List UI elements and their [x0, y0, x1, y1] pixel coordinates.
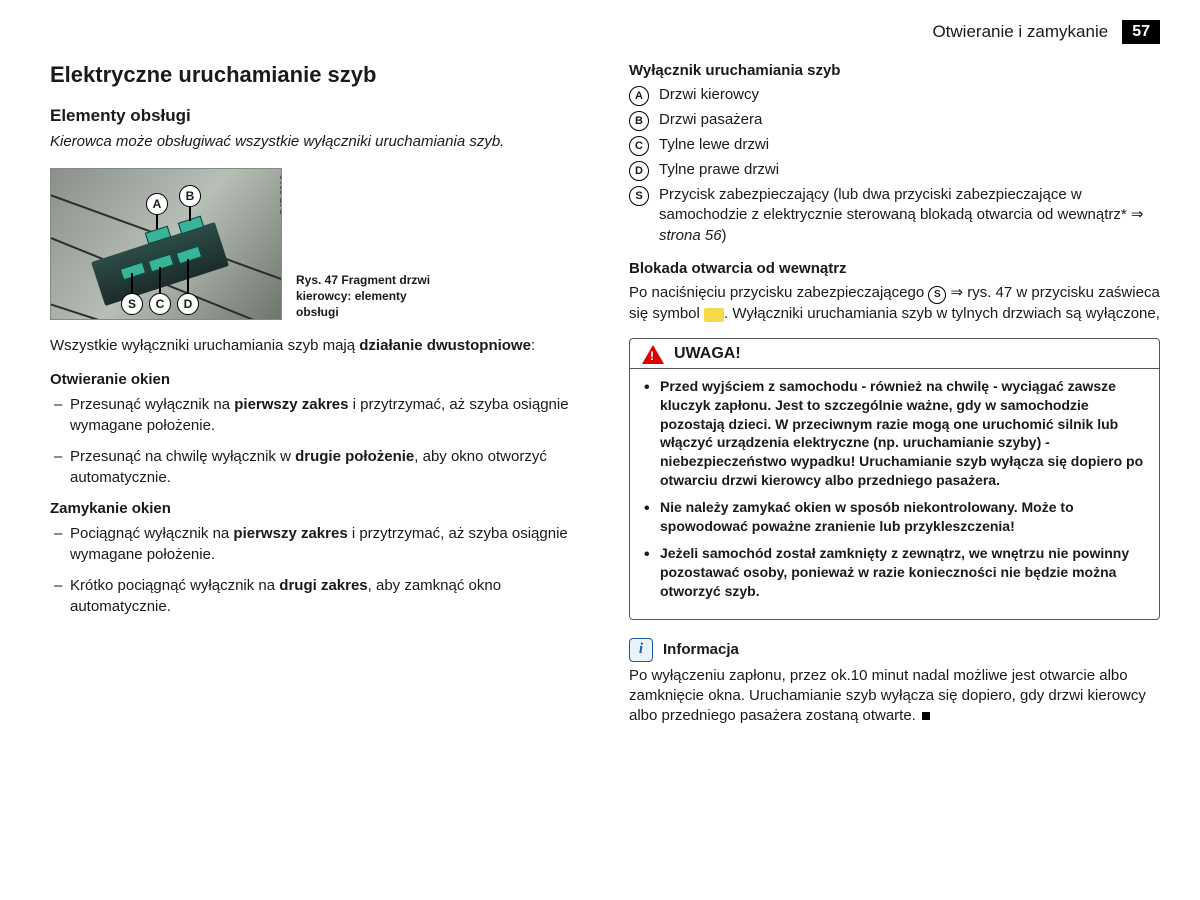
left-column: Elektryczne uruchamianie szyb Elementy o…	[50, 62, 581, 740]
switch-row: S Przycisk zabezpieczający (lub dwa przyc…	[629, 185, 1160, 246]
figure-label-b: B	[179, 185, 201, 207]
switch-row: C Tylne lewe drzwi	[629, 135, 1160, 156]
lock-text: Po naciśnięciu przycisku zabezpieczające…	[629, 283, 1160, 324]
text: Po wyłączeniu zapłonu, przez ok.10 minut…	[629, 667, 1146, 725]
heading-main: Elektryczne uruchamianie szyb	[50, 62, 581, 88]
figure-row: B4F-2012 A B S	[50, 168, 581, 320]
text: Wszystkie wyłączniki uruchamiania szyb m…	[50, 337, 359, 354]
switch-text: Przycisk zabezpieczający (lub dwa przyci…	[659, 185, 1160, 246]
callout-line	[131, 273, 133, 293]
text-bold: drugi zakres	[279, 577, 367, 594]
page: Otwieranie i zamykanie 57 Elektryczne ur…	[0, 0, 1200, 760]
indicator-icon	[704, 308, 724, 322]
text: Przycisk zabezpieczający (lub dwa przyci…	[659, 186, 1143, 223]
label-circle-icon: S	[629, 186, 649, 206]
heading-sub: Elementy obsługi	[50, 106, 581, 126]
list-item: Pociągnąć wyłącznik na pierwszy zakres i…	[54, 523, 581, 565]
warning-box: UWAGA! Przed wyjściem z samochodu - równ…	[629, 338, 1160, 620]
end-marker-icon	[922, 712, 930, 720]
figure-label-a: A	[146, 193, 168, 215]
switch-row: A Drzwi kierowcy	[629, 85, 1160, 106]
text: . Wyłączniki uruchamiania szyb w tylnych…	[724, 305, 1160, 322]
info-header: i Informacja	[629, 638, 1160, 662]
switch-text: Drzwi kierowcy	[659, 85, 1160, 105]
figure-code: B4F-2012	[279, 175, 282, 215]
label-circle-icon: A	[629, 86, 649, 106]
text: Krótko pociągnąć wyłącznik na	[70, 577, 279, 594]
intro-text: Kierowca może obsługiwać wszystkie wyłąc…	[50, 132, 581, 152]
warning-header: UWAGA!	[630, 339, 1159, 369]
list-item: Przesunąć wyłącznik na pierwszy zakres i…	[54, 394, 581, 436]
warning-item: Jeżeli samochód został zamknięty z zewną…	[644, 544, 1145, 601]
text-bold: pierwszy zakres	[234, 396, 348, 413]
section-title: Otwieranie i zamykanie	[932, 22, 1108, 42]
info-text: Po wyłączeniu zapłonu, przez ok.10 minut…	[629, 666, 1160, 727]
close-list: Pociągnąć wyłącznik na pierwszy zakres i…	[50, 523, 581, 617]
switch-row: B Drzwi pasażera	[629, 110, 1160, 131]
callout-line	[159, 267, 161, 293]
label-circle-icon: D	[629, 161, 649, 181]
list-item: Przesunąć na chwilę wyłącznik w drugie p…	[54, 446, 581, 488]
label-circle-icon: C	[629, 136, 649, 156]
figure-image: B4F-2012 A B S	[50, 168, 282, 320]
info-icon: i	[629, 638, 653, 662]
subheading-close: Zamykanie okien	[50, 500, 581, 517]
label-circle-icon: S	[928, 286, 946, 304]
text-bold: działanie dwustopniowe	[359, 337, 531, 354]
figure-caption: Rys. 47 Fragment drzwi kierowcy: element…	[296, 273, 436, 320]
text: Po naciśnięciu przycisku zabezpieczające…	[629, 284, 928, 301]
text: Pociągnąć wyłącznik na	[70, 525, 233, 542]
text: Przesunąć wyłącznik na	[70, 396, 234, 413]
callout-line	[187, 259, 189, 293]
warning-title: UWAGA!	[674, 345, 741, 363]
warning-body: Przed wyjściem z samochodu - również na …	[630, 369, 1159, 619]
info-title: Informacja	[663, 641, 739, 658]
switch-text: Tylne prawe drzwi	[659, 160, 1160, 180]
content-columns: Elektryczne uruchamianie szyb Elementy o…	[50, 62, 1160, 740]
subheading-open: Otwieranie okien	[50, 371, 581, 388]
figure-label-d: D	[177, 293, 199, 315]
list-item: Krótko pociągnąć wyłącznik na drugi zakr…	[54, 575, 581, 617]
body-text: Wszystkie wyłączniki uruchamiania szyb m…	[50, 336, 581, 356]
page-ref: strona 56	[659, 227, 722, 244]
warning-item: Przed wyjściem z samochodu - również na …	[644, 377, 1145, 490]
switch-text: Tylne lewe drzwi	[659, 135, 1160, 155]
warning-triangle-icon	[642, 345, 664, 364]
switches-heading: Wyłącznik uruchamiania szyb	[629, 62, 1160, 79]
switch-row: D Tylne prawe drzwi	[629, 160, 1160, 181]
page-header: Otwieranie i zamykanie 57	[50, 20, 1160, 44]
figure-label-s: S	[121, 293, 143, 315]
warning-item: Nie należy zamykać okien w sposób niekon…	[644, 498, 1145, 536]
text-bold: pierwszy zakres	[233, 525, 347, 542]
switch-text: Drzwi pasażera	[659, 110, 1160, 130]
figure-label-c: C	[149, 293, 171, 315]
text: :	[531, 337, 535, 354]
right-column: Wyłącznik uruchamiania szyb A Drzwi kiero…	[629, 62, 1160, 740]
open-list: Przesunąć wyłącznik na pierwszy zakres i…	[50, 394, 581, 488]
text-bold: drugie położenie	[295, 448, 414, 465]
text: Przesunąć na chwilę wyłącznik w	[70, 448, 295, 465]
page-number: 57	[1122, 20, 1160, 44]
text: )	[722, 227, 727, 244]
label-circle-icon: B	[629, 111, 649, 131]
switches-list: A Drzwi kierowcy B Drzwi pasażera C Tylne l…	[629, 85, 1160, 246]
lock-heading: Blokada otwarcia od wewnątrz	[629, 260, 1160, 277]
